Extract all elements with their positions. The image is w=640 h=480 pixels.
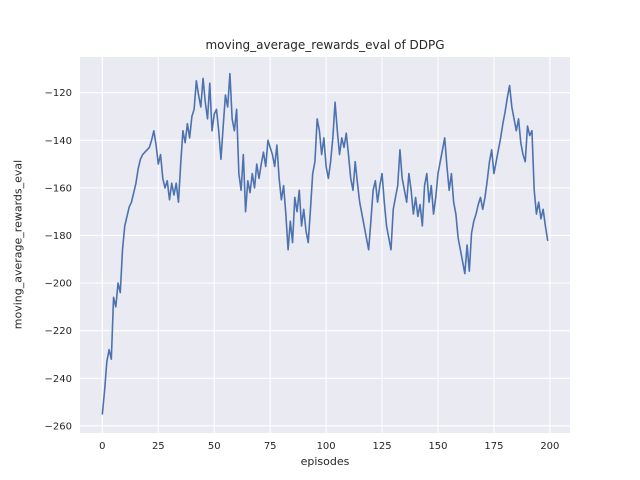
x-tick-label: 25 xyxy=(152,441,165,452)
y-tick-label: −240 xyxy=(45,374,72,385)
y-tick-label: −260 xyxy=(45,421,72,432)
chart-title: moving_average_rewards_eval of DDPG xyxy=(205,38,445,52)
y-tick-label: −120 xyxy=(45,88,72,99)
y-tick-label: −160 xyxy=(45,183,72,194)
x-tick-label: 0 xyxy=(99,441,105,452)
x-tick-label: 100 xyxy=(317,441,336,452)
x-axis-label: episodes xyxy=(300,455,350,468)
y-tick-label: −200 xyxy=(45,279,72,290)
y-tick-label: −220 xyxy=(45,326,72,337)
y-tick-label: −140 xyxy=(45,136,72,147)
x-tick-label: 175 xyxy=(484,441,503,452)
y-tick-label: −180 xyxy=(45,231,72,242)
x-tick-label: 50 xyxy=(208,441,221,452)
x-tick-label: 150 xyxy=(428,441,447,452)
x-tick-label: 125 xyxy=(373,441,392,452)
x-tick-label: 75 xyxy=(264,441,277,452)
data-series-line xyxy=(101,72,549,415)
y-axis-label: moving_average_rewards_eval xyxy=(11,159,25,330)
plot-area xyxy=(80,57,570,433)
x-tick-label: 200 xyxy=(540,441,559,452)
